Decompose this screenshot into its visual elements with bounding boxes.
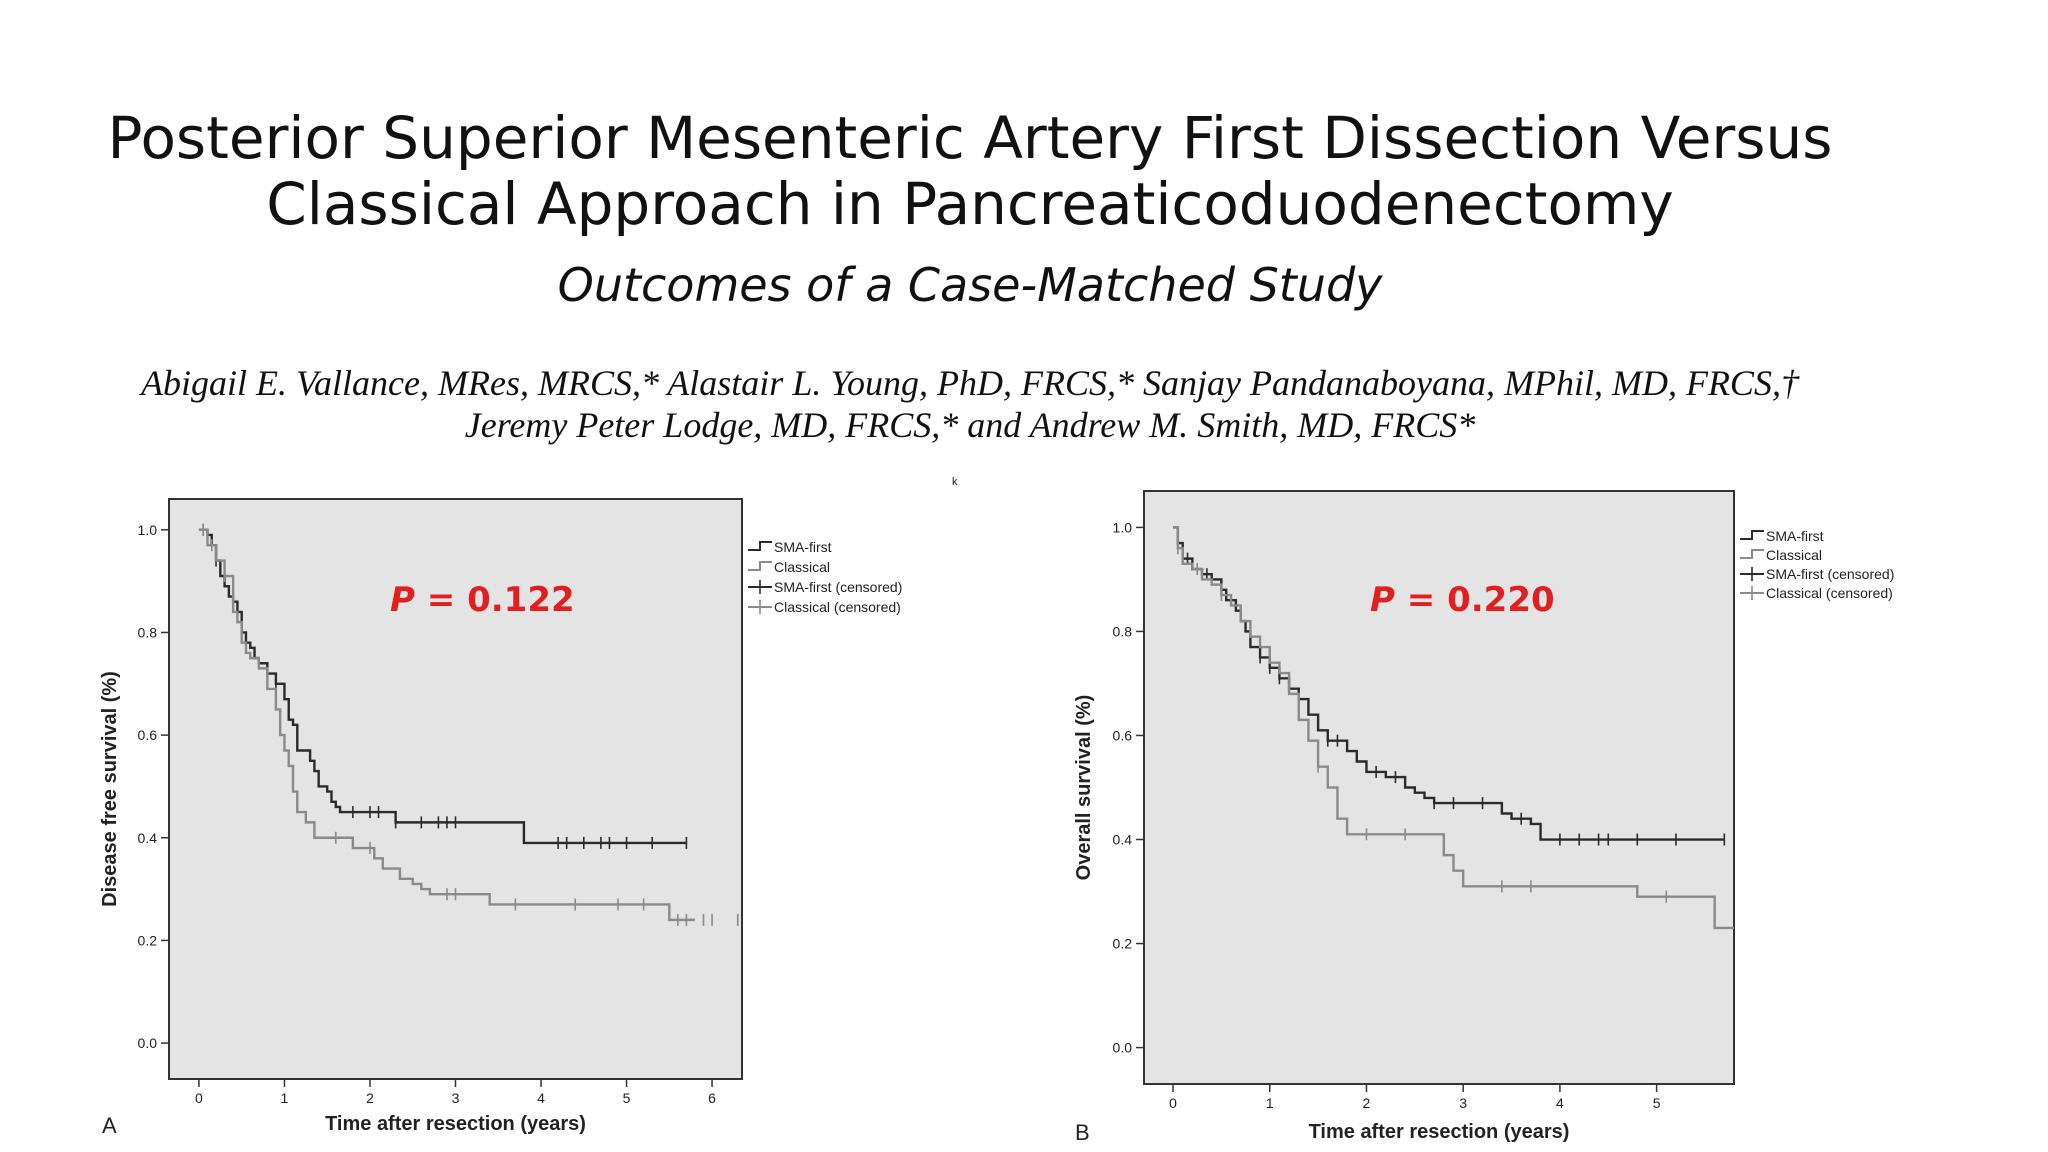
stray-mark: ᵏ xyxy=(952,476,958,493)
panel-label: A xyxy=(102,1113,117,1138)
y-tick-label: 0.2 xyxy=(138,932,158,948)
x-tick-label: 2 xyxy=(1363,1095,1371,1111)
p-value-annotation: P = 0.122 xyxy=(390,580,575,620)
y-tick-label: 0.4 xyxy=(1113,832,1133,848)
legend-label: Classical xyxy=(774,559,830,575)
y-tick-label: 0.8 xyxy=(1113,623,1133,639)
x-tick-label: 4 xyxy=(1556,1095,1564,1111)
legend-swatch xyxy=(1740,549,1764,559)
authors-line-2: Jeremy Peter Lodge, MD, FRCS,* and Andre… xyxy=(464,405,1476,445)
legend-swatch xyxy=(748,541,772,551)
y-tick-label: 0.4 xyxy=(138,830,158,846)
x-tick-label: 1 xyxy=(1266,1095,1274,1111)
legend-label: SMA-first (censored) xyxy=(774,579,902,595)
x-tick-label: 6 xyxy=(708,1090,716,1106)
x-tick-label: 5 xyxy=(623,1090,631,1106)
plot-area xyxy=(168,498,743,1080)
y-tick-label: 0.8 xyxy=(138,624,158,640)
slide-title-line-1: Posterior Superior Mesenteric Artery Fir… xyxy=(107,104,1833,172)
y-tick-label: 0.0 xyxy=(1113,1040,1133,1056)
survival-curve-classical xyxy=(198,528,695,922)
x-tick-label: 1 xyxy=(281,1090,289,1106)
legend-label: SMA-first (censored) xyxy=(1766,566,1894,582)
y-tick-label: 0.6 xyxy=(138,727,158,743)
x-axis-label: Time after resection (years) xyxy=(325,1113,586,1135)
y-axis-label: Overall survival (%) xyxy=(1073,695,1095,881)
p-value-annotation: P = 0.220 xyxy=(1370,580,1555,620)
y-tick-label: 0.2 xyxy=(1113,936,1133,952)
legend-label: Classical xyxy=(1766,547,1822,563)
slide-title-line-2: Classical Approach in Pancreaticoduodene… xyxy=(266,170,1674,238)
x-tick-label: 3 xyxy=(452,1090,460,1106)
legend-label: SMA-first xyxy=(1766,528,1824,544)
x-tick-label: 0 xyxy=(1169,1095,1177,1111)
survival-curve-sma-first xyxy=(198,528,687,845)
y-tick-label: 1.0 xyxy=(138,522,158,538)
x-tick-label: 3 xyxy=(1459,1095,1467,1111)
authors-line-1: Abigail E. Vallance, MRes, MRCS,* Alasta… xyxy=(141,363,1799,403)
plot-area xyxy=(1143,490,1735,1085)
x-tick-label: 2 xyxy=(366,1090,374,1106)
y-tick-label: 1.0 xyxy=(1113,519,1133,535)
panel-label: B xyxy=(1075,1120,1090,1145)
x-tick-label: 5 xyxy=(1653,1095,1661,1111)
y-tick-label: 0.0 xyxy=(138,1035,158,1051)
x-tick-label: 0 xyxy=(195,1090,203,1106)
legend-label: SMA-first xyxy=(774,539,832,555)
y-tick-label: 0.6 xyxy=(1113,727,1133,743)
x-tick-label: 4 xyxy=(537,1090,545,1106)
legend-swatch xyxy=(1740,530,1764,540)
x-axis-label: Time after resection (years) xyxy=(1309,1121,1570,1143)
slide-subtitle: Outcomes of a Case-Matched Study xyxy=(557,258,1383,312)
y-axis-label: Disease free survival (%) xyxy=(99,671,121,907)
legend-label: Classical (censored) xyxy=(1766,585,1893,601)
legend-swatch xyxy=(748,561,772,571)
survival-curve-classical xyxy=(1173,526,1734,930)
disease-free-survival-chart: 0.0 0.2 0.4 0.6 0.8 1.0 0 1 2 3 4 5 6 Time after rese… xyxy=(99,498,902,1138)
legend-label: Classical (censored) xyxy=(774,599,901,615)
